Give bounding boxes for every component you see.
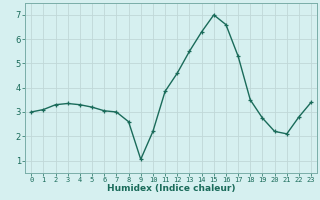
X-axis label: Humidex (Indice chaleur): Humidex (Indice chaleur) [107,184,236,193]
